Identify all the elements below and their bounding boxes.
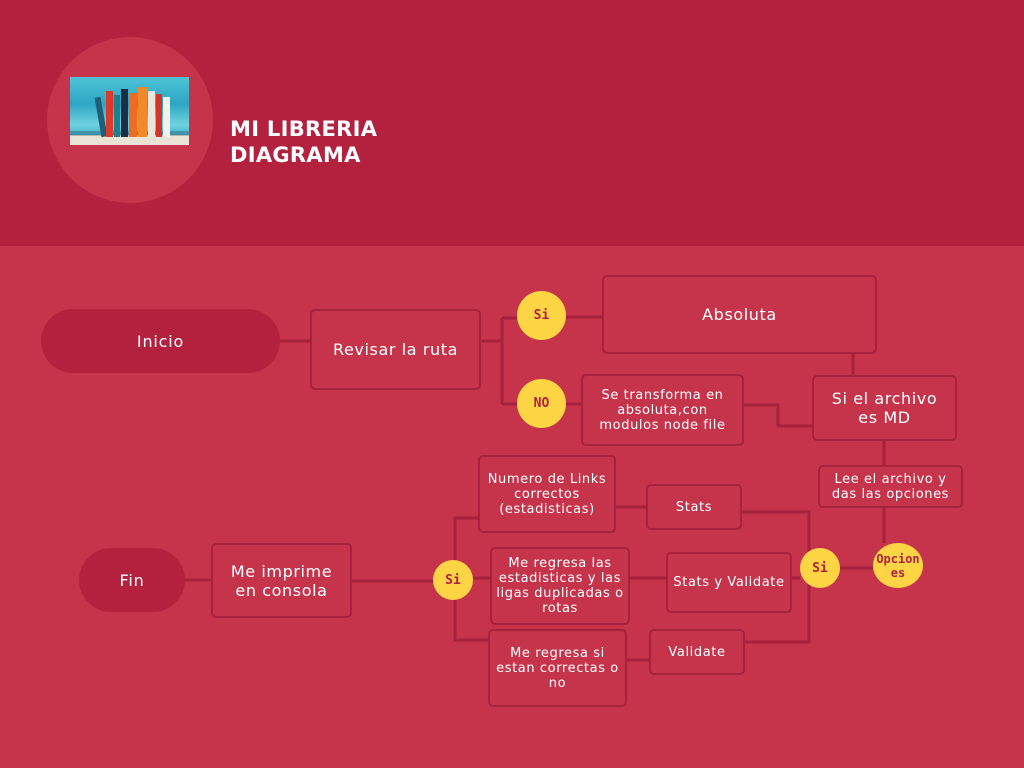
regresa-estadisticas-label: Me regresa las estadisticas y las ligas … (496, 556, 624, 616)
title-line-1: MI LIBRERIA (230, 117, 378, 141)
numero-links-node: Numero de Links correctos (estadisticas) (478, 455, 616, 533)
inicio-label: Inicio (136, 331, 185, 351)
absoluta-label: Absoluta (702, 305, 777, 324)
transforma-node: Se transforma en absoluta,con modulos no… (581, 374, 744, 446)
validate-node: Validate (649, 629, 745, 675)
si-opciones-decision: Si (800, 548, 840, 588)
fin-node: Fin (79, 548, 185, 612)
page-title: MI LIBRERIA DIAGRAMA (230, 116, 377, 168)
regresa-correctas-node: Me regresa si estan correctas o no (488, 629, 627, 707)
lee-archivo-node: Lee el archivo y das las opciones (818, 465, 963, 508)
archivo-md-node: Si el archivo es MD (812, 375, 957, 441)
lee-archivo-label: Lee el archivo y das las opciones (831, 471, 950, 502)
si-imprime-label: Si (445, 572, 461, 588)
transforma-label: Se transforma en absoluta,con modulos no… (599, 387, 726, 433)
inicio-node: Inicio (41, 309, 280, 373)
regresa-correctas-label: Me regresa si estan correctas o no (496, 645, 619, 691)
imprime-node: Me imprime en consola (211, 543, 352, 618)
imprime-label: Me imprime en consola (230, 561, 333, 600)
books-image (70, 77, 189, 145)
opciones-decision: Opciones (873, 543, 923, 588)
title-line-2: DIAGRAMA (230, 143, 361, 167)
si-opciones-label: Si (812, 560, 828, 576)
fin-label: Fin (119, 570, 145, 590)
si-imprime-decision: Si (433, 560, 473, 600)
absoluta-node: Absoluta (602, 275, 877, 354)
books-illustration (70, 87, 189, 145)
archivo-md-label: Si el archivo es MD (831, 389, 938, 427)
si-ruta-label: Si (533, 308, 550, 323)
numero-links-label: Numero de Links correctos (estadisticas) (487, 471, 607, 517)
no-ruta-label: NO (533, 396, 550, 411)
opciones-label: Opciones (876, 551, 920, 580)
stats-label: Stats (675, 499, 713, 515)
stats-validate-label: Stats y Validate (673, 575, 785, 590)
validate-label: Validate (668, 644, 726, 660)
revisar-ruta-node: Revisar la ruta (310, 309, 481, 390)
no-ruta-decision: NO (517, 379, 566, 428)
regresa-estadisticas-node: Me regresa las estadisticas y las ligas … (490, 547, 630, 625)
revisar-ruta-label: Revisar la ruta (332, 340, 459, 359)
stats-node: Stats (646, 484, 742, 530)
stats-validate-node: Stats y Validate (666, 552, 792, 613)
si-ruta-decision: Si (517, 291, 566, 340)
